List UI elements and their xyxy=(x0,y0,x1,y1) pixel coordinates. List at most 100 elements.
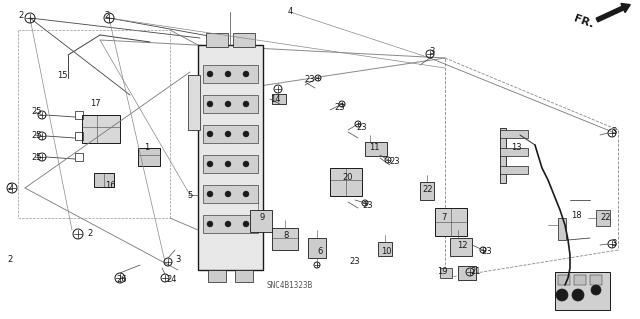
Circle shape xyxy=(243,221,249,227)
Text: 2: 2 xyxy=(88,229,93,239)
Bar xyxy=(440,268,452,278)
Circle shape xyxy=(207,71,213,77)
Circle shape xyxy=(225,131,231,137)
Text: 10: 10 xyxy=(381,248,391,256)
FancyArrow shape xyxy=(596,4,630,22)
Text: 2: 2 xyxy=(19,11,24,20)
Circle shape xyxy=(207,191,213,197)
Bar xyxy=(94,173,114,187)
Bar xyxy=(450,238,472,256)
Bar xyxy=(75,132,83,140)
Text: 25: 25 xyxy=(32,130,42,139)
Text: 25: 25 xyxy=(32,108,42,116)
Text: 3: 3 xyxy=(611,239,617,248)
Text: 16: 16 xyxy=(105,181,115,189)
Bar xyxy=(272,228,298,250)
Bar xyxy=(555,272,610,310)
Text: 12: 12 xyxy=(457,241,467,249)
Text: 2: 2 xyxy=(104,11,109,20)
Text: 23: 23 xyxy=(390,158,400,167)
Text: 14: 14 xyxy=(269,95,280,105)
Text: 24: 24 xyxy=(167,276,177,285)
Text: 23: 23 xyxy=(305,76,316,85)
Bar xyxy=(75,111,83,119)
Bar xyxy=(330,168,362,196)
Circle shape xyxy=(207,221,213,227)
Text: 18: 18 xyxy=(571,211,581,219)
Text: 4: 4 xyxy=(287,8,292,17)
Text: 23: 23 xyxy=(363,201,373,210)
Text: 17: 17 xyxy=(90,99,100,108)
Text: 13: 13 xyxy=(511,144,522,152)
Text: 23: 23 xyxy=(349,257,360,266)
Text: 20: 20 xyxy=(343,174,353,182)
Text: 7: 7 xyxy=(442,213,447,222)
Bar xyxy=(420,182,434,200)
Bar xyxy=(458,266,476,280)
Text: 23: 23 xyxy=(356,123,367,132)
Bar xyxy=(435,208,467,236)
Bar xyxy=(500,130,528,138)
Text: FR.: FR. xyxy=(572,14,595,30)
Text: 19: 19 xyxy=(436,268,447,277)
Bar xyxy=(208,270,226,282)
Bar xyxy=(203,155,258,173)
Circle shape xyxy=(207,161,213,167)
Bar xyxy=(500,128,506,183)
Circle shape xyxy=(243,161,249,167)
Bar xyxy=(233,33,255,47)
Bar xyxy=(308,238,326,258)
Text: 23: 23 xyxy=(482,248,492,256)
Text: 3: 3 xyxy=(175,256,180,264)
Bar xyxy=(378,242,392,256)
Text: 23: 23 xyxy=(335,103,346,113)
Text: 3: 3 xyxy=(429,48,435,56)
Text: 9: 9 xyxy=(259,213,264,222)
Text: 2: 2 xyxy=(8,256,13,264)
Text: 11: 11 xyxy=(369,144,380,152)
Bar xyxy=(558,218,566,240)
Bar xyxy=(203,65,258,83)
Bar xyxy=(82,115,120,143)
Circle shape xyxy=(243,131,249,137)
Circle shape xyxy=(243,191,249,197)
Circle shape xyxy=(243,101,249,107)
Text: 6: 6 xyxy=(317,248,323,256)
Text: 22: 22 xyxy=(423,186,433,195)
Circle shape xyxy=(243,71,249,77)
Bar xyxy=(203,125,258,143)
Bar xyxy=(500,148,528,156)
Bar xyxy=(574,275,586,285)
Circle shape xyxy=(207,131,213,137)
Circle shape xyxy=(225,161,231,167)
Text: SNC4B1323B: SNC4B1323B xyxy=(267,280,313,290)
Bar xyxy=(203,185,258,203)
Bar xyxy=(235,270,253,282)
Bar xyxy=(500,166,528,174)
Bar xyxy=(138,148,160,166)
Text: 3: 3 xyxy=(611,128,617,137)
Circle shape xyxy=(225,101,231,107)
Circle shape xyxy=(572,289,584,301)
Circle shape xyxy=(225,221,231,227)
Text: 15: 15 xyxy=(57,70,67,79)
Bar xyxy=(272,94,286,104)
Circle shape xyxy=(556,289,568,301)
Bar xyxy=(203,215,258,233)
Bar xyxy=(590,275,602,285)
Text: 5: 5 xyxy=(188,190,193,199)
Text: 2: 2 xyxy=(8,183,13,192)
Bar xyxy=(206,33,228,47)
Text: 22: 22 xyxy=(601,213,611,222)
Bar xyxy=(198,45,263,270)
Bar xyxy=(203,95,258,113)
Circle shape xyxy=(225,191,231,197)
Text: 26: 26 xyxy=(116,276,127,285)
Bar xyxy=(250,210,272,232)
Bar xyxy=(365,142,387,156)
Bar xyxy=(596,210,610,226)
Text: 25: 25 xyxy=(32,152,42,161)
Text: 21: 21 xyxy=(471,268,481,277)
Circle shape xyxy=(207,101,213,107)
Bar xyxy=(188,75,200,130)
